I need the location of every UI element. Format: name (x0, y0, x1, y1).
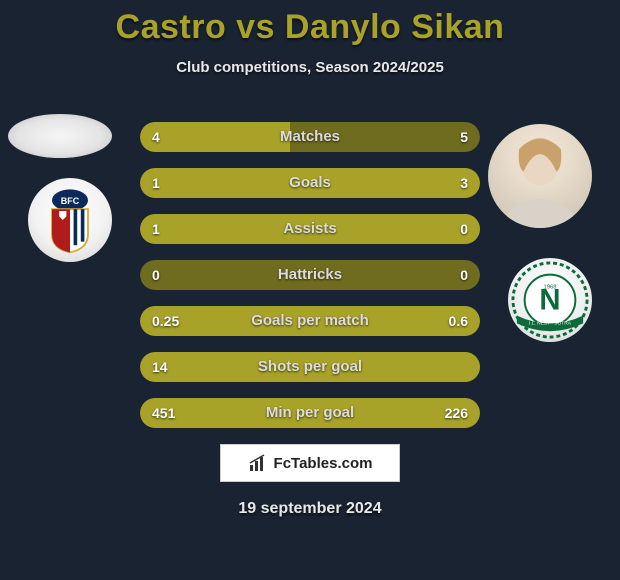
stat-label: Assists (140, 214, 480, 244)
stat-value-left: 0 (152, 260, 160, 290)
stat-label: Shots per goal (140, 352, 480, 382)
player-right-avatar (488, 124, 592, 228)
date-text: 19 september 2024 (0, 500, 620, 518)
fctables-badge[interactable]: FcTables.com (220, 444, 400, 482)
crest-right-ribbon: I.L. NEST · SOTRA (529, 320, 572, 326)
crest-left-text: BFC (61, 196, 80, 206)
stat-value-right: 0 (460, 214, 468, 244)
stat-value-right: 0 (460, 260, 468, 290)
stat-row: Min per goal451 226 (140, 398, 480, 428)
stat-value-left: 14 (152, 352, 168, 382)
stat-value-right: 3 (460, 168, 468, 198)
subtitle: Club competitions, Season 2024/2025 (0, 59, 620, 76)
crest-right-year: 1968 (543, 284, 556, 290)
stat-label: Min per goal (140, 398, 480, 428)
fctables-label: FcTables.com (274, 455, 373, 472)
stat-row: Shots per goal14 (140, 352, 480, 382)
stat-value-left: 1 (152, 168, 160, 198)
stat-row: Matches4 5 (140, 122, 480, 152)
club-right-crest: N 1968 I.L. NEST · SOTRA (508, 258, 592, 342)
stat-row: Hattricks0 0 (140, 260, 480, 290)
bologna-crest-icon: BFC (34, 184, 106, 256)
club-left-crest: BFC (28, 178, 112, 262)
nest-sotra-crest-icon: N 1968 I.L. NEST · SOTRA (511, 261, 589, 339)
player-right-silhouette (488, 124, 592, 228)
stat-label: Matches (140, 122, 480, 152)
page-title: Castro vs Danylo Sikan (0, 0, 620, 47)
player-left-avatar (8, 114, 112, 158)
stat-label: Hattricks (140, 260, 480, 290)
stat-label: Goals (140, 168, 480, 198)
stat-value-right: 226 (445, 398, 468, 428)
stat-value-left: 0.25 (152, 306, 179, 336)
stat-row: Assists1 0 (140, 214, 480, 244)
stat-value-right: 0.6 (449, 306, 468, 336)
stat-value-left: 4 (152, 122, 160, 152)
stat-row: Goals1 3 (140, 168, 480, 198)
stat-value-left: 1 (152, 214, 160, 244)
fctables-icon (248, 453, 268, 473)
stat-value-left: 451 (152, 398, 175, 428)
stat-value-right: 5 (460, 122, 468, 152)
stats-container: Matches45Goals13Assists10Hattricks00Goal… (140, 122, 480, 444)
stat-row: Goals per match0.25 0.6 (140, 306, 480, 336)
stat-label: Goals per match (140, 306, 480, 336)
